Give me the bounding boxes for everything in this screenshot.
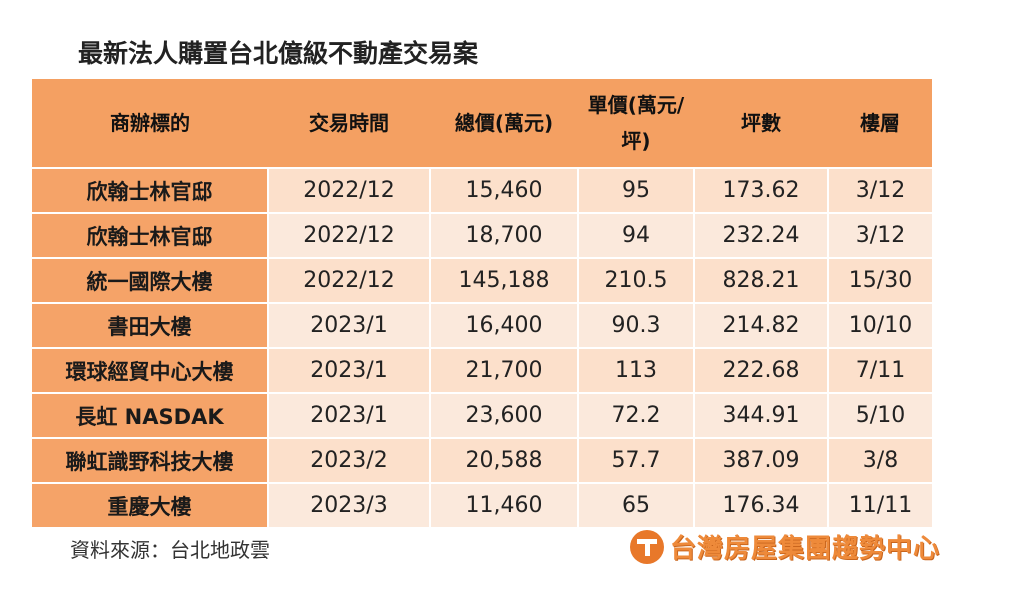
cell-property-name: 環球經貿中心大樓 bbox=[32, 347, 269, 393]
cell-trade-date: 2023/1 bbox=[268, 347, 431, 393]
cell-total-price: 145,188 bbox=[430, 257, 579, 303]
cell-total-price: 21,700 bbox=[430, 347, 579, 393]
page-title: 最新法人購置台北億級不動產交易案 bbox=[78, 39, 479, 68]
table-row: 長虹 NASDAK 2023/1 23,600 72.2 344.91 5/10 bbox=[32, 392, 932, 438]
transactions-table: 商辦標的 交易時間 總價(萬元) 單價(萬元/坪) 坪數 樓層 欣翰士林官邸 20… bbox=[32, 79, 932, 527]
cell-property-name: 書田大樓 bbox=[32, 302, 269, 348]
header-floor: 樓層 bbox=[828, 79, 932, 168]
cell-area: 214.82 bbox=[694, 302, 829, 348]
table-row: 統一國際大樓 2022/12 145,188 210.5 828.21 15/30 bbox=[32, 257, 932, 303]
cell-floor: 5/10 bbox=[828, 392, 932, 438]
cell-property-name: 聯虹識野科技大樓 bbox=[32, 437, 269, 483]
brand-logo-text: 台灣房屋集團趨勢中心 bbox=[670, 534, 941, 564]
cell-property-name: 欣翰士林官邸 bbox=[32, 212, 269, 258]
cell-trade-date: 2023/3 bbox=[268, 482, 431, 527]
header-unit-price: 單價(萬元/坪) bbox=[578, 79, 694, 168]
source-note: 資料來源：台北地政雲 bbox=[70, 538, 270, 562]
cell-total-price: 20,588 bbox=[430, 437, 579, 483]
cell-unit-price: 57.7 bbox=[578, 437, 695, 483]
cell-floor: 3/12 bbox=[828, 212, 932, 258]
cell-property-name: 欣翰士林官邸 bbox=[32, 167, 269, 213]
brand-logo: 台灣房屋集團趨勢中心 bbox=[630, 528, 940, 565]
table-row: 書田大樓 2023/1 16,400 90.3 214.82 10/10 bbox=[32, 302, 932, 348]
cell-total-price: 11,460 bbox=[430, 482, 579, 527]
cell-floor: 10/10 bbox=[828, 302, 932, 348]
cell-total-price: 16,400 bbox=[430, 302, 579, 348]
cell-property-name: 長虹 NASDAK bbox=[32, 392, 269, 438]
cell-area: 387.09 bbox=[694, 437, 829, 483]
table-row: 聯虹識野科技大樓 2023/2 20,588 57.7 387.09 3/8 bbox=[32, 437, 932, 483]
cell-unit-price: 94 bbox=[578, 212, 695, 258]
cell-unit-price: 210.5 bbox=[578, 257, 695, 303]
cell-trade-date: 2023/1 bbox=[268, 392, 431, 438]
cell-total-price: 18,700 bbox=[430, 212, 579, 258]
header-trade-date: 交易時間 bbox=[268, 79, 430, 168]
cell-floor: 3/8 bbox=[828, 437, 932, 483]
cell-area: 173.62 bbox=[694, 167, 829, 213]
taiwan-realty-logo-icon bbox=[630, 529, 664, 564]
cell-unit-price: 95 bbox=[578, 167, 695, 213]
cell-floor: 3/12 bbox=[828, 167, 932, 213]
cell-area: 828.21 bbox=[694, 257, 829, 303]
cell-unit-price: 90.3 bbox=[578, 302, 695, 348]
table-row: 重慶大樓 2023/3 11,460 65 176.34 11/11 bbox=[32, 482, 932, 527]
cell-property-name: 統一國際大樓 bbox=[32, 257, 269, 303]
header-area: 坪數 bbox=[694, 79, 828, 168]
cell-unit-price: 113 bbox=[578, 347, 695, 393]
cell-area: 232.24 bbox=[694, 212, 829, 258]
cell-total-price: 15,460 bbox=[430, 167, 579, 213]
header-total-price: 總價(萬元) bbox=[430, 79, 578, 168]
table-row: 欣翰士林官邸 2022/12 18,700 94 232.24 3/12 bbox=[32, 212, 932, 258]
cell-trade-date: 2023/1 bbox=[268, 302, 431, 348]
table-row: 欣翰士林官邸 2022/12 15,460 95 173.62 3/12 bbox=[32, 167, 932, 213]
cell-unit-price: 65 bbox=[578, 482, 695, 527]
cell-total-price: 23,600 bbox=[430, 392, 579, 438]
cell-area: 344.91 bbox=[694, 392, 829, 438]
cell-trade-date: 2022/12 bbox=[268, 212, 431, 258]
cell-area: 176.34 bbox=[694, 482, 829, 527]
cell-floor: 7/11 bbox=[828, 347, 932, 393]
cell-floor: 15/30 bbox=[828, 257, 932, 303]
table-header-row: 商辦標的 交易時間 總價(萬元) 單價(萬元/坪) 坪數 樓層 bbox=[32, 79, 932, 168]
cell-floor: 11/11 bbox=[828, 482, 932, 527]
header-property: 商辦標的 bbox=[32, 79, 268, 168]
table-row: 環球經貿中心大樓 2023/1 21,700 113 222.68 7/11 bbox=[32, 347, 932, 393]
cell-unit-price: 72.2 bbox=[578, 392, 695, 438]
cell-property-name: 重慶大樓 bbox=[32, 482, 269, 527]
cell-area: 222.68 bbox=[694, 347, 829, 393]
cell-trade-date: 2023/2 bbox=[268, 437, 431, 483]
cell-trade-date: 2022/12 bbox=[268, 257, 431, 303]
cell-trade-date: 2022/12 bbox=[268, 167, 431, 213]
